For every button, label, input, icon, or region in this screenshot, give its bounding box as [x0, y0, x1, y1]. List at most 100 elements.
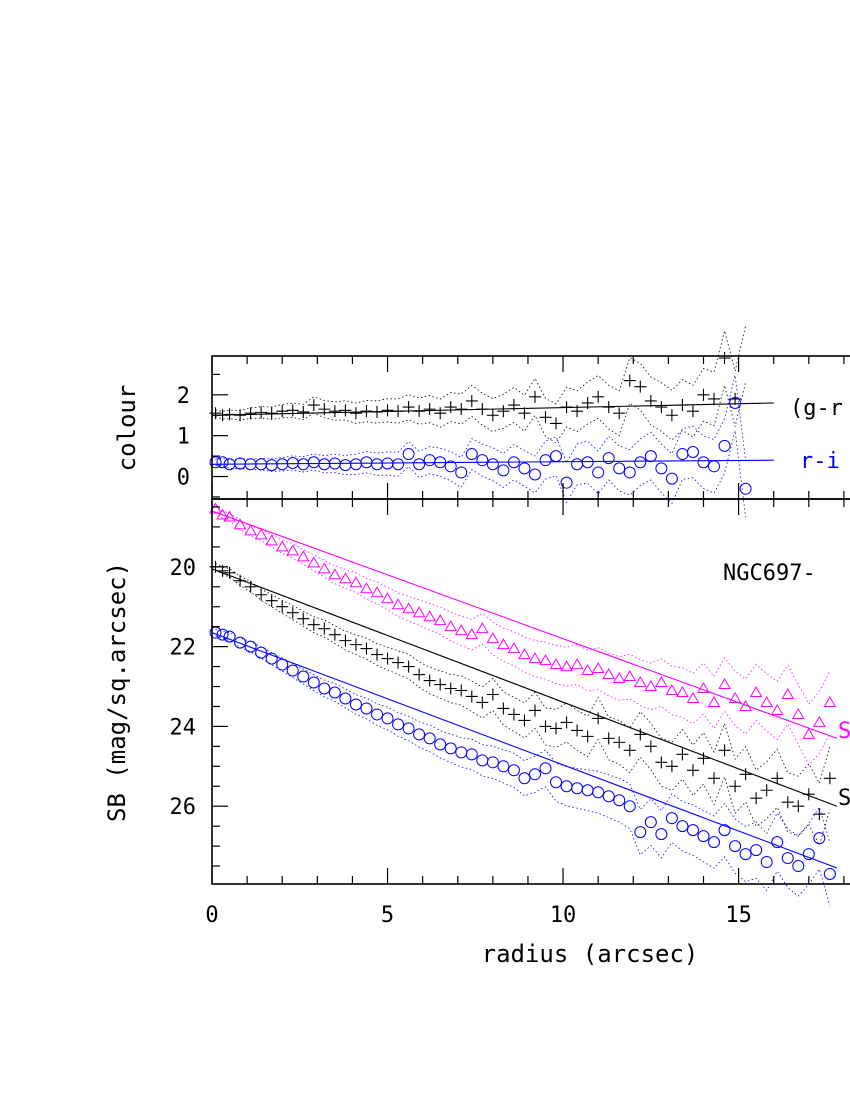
sb-i-point [339, 692, 352, 705]
sb-r-point [444, 682, 457, 695]
sb-i-point [349, 698, 362, 711]
g-r-label: (g-r [790, 396, 843, 421]
sb-g-point [223, 510, 236, 522]
colour-g-r-point [286, 404, 299, 417]
sb-r-point [686, 764, 699, 777]
colour-r-i-point [634, 456, 647, 469]
sb-g-point [381, 592, 394, 604]
sb-i-point [676, 820, 689, 833]
colour-g-r-point [697, 388, 710, 401]
colour-r-i-point [708, 460, 721, 473]
sb-r-point [613, 736, 626, 749]
colour-y-tick-label: 1 [177, 425, 190, 450]
colour-g-r-point [244, 407, 257, 420]
colour-panel-data [209, 325, 774, 518]
sb-i-point [560, 780, 573, 793]
sb-r-point [518, 714, 531, 727]
colour-g-r-point [497, 405, 510, 418]
colour-g-r-point [550, 417, 563, 430]
colour-g-r-point [560, 401, 573, 414]
sb-g-point [812, 715, 826, 727]
colour-g-r-point [686, 405, 699, 418]
sb-g-point [433, 614, 447, 626]
sb-g-point [528, 652, 542, 664]
sb-g-point [749, 685, 763, 697]
colour-r-i-error-lower [215, 375, 747, 464]
sb-r-point [223, 566, 236, 579]
sb-r-point [729, 780, 742, 793]
sb-r-point [244, 580, 257, 593]
colour-r-i-point [497, 464, 510, 477]
sb-r-point [328, 628, 341, 641]
sb-i-point [686, 824, 699, 837]
sb-r-point [676, 748, 689, 761]
sb-g-point [686, 691, 700, 703]
colour-g-r-point [455, 403, 468, 416]
colour-g-r-point [571, 405, 584, 418]
sb-i-point [655, 828, 668, 841]
sb-i-point [465, 748, 478, 761]
axes [211, 355, 850, 885]
sb-g-point [728, 691, 742, 703]
sb-i-point [571, 782, 584, 795]
colour-g-r-point [223, 408, 236, 421]
sb-i-point [244, 640, 257, 653]
colour-r-i-point [360, 456, 373, 469]
sb-i-point [739, 848, 752, 861]
colour-r-i-point [349, 458, 362, 471]
x-tick-label: 10 [550, 903, 577, 928]
colour-r-i-point [209, 456, 222, 469]
sb-r-point [823, 772, 836, 785]
colour-g-r-point [476, 403, 489, 416]
colour-g-r-point [360, 405, 373, 418]
sb-g-point [718, 678, 731, 690]
sb-i-point [307, 676, 320, 689]
sb-g-point [233, 518, 247, 530]
colour-g-r-point [708, 392, 721, 405]
sb-i-point [581, 784, 594, 797]
sb-g-point [486, 632, 500, 644]
sb-r-error-lower [215, 569, 831, 847]
sb-r-point [339, 634, 352, 647]
colour-g-r-point [602, 401, 615, 414]
sb-r-point [307, 618, 320, 631]
colour-g-r-point [623, 374, 636, 387]
sb-r-point [750, 792, 763, 805]
sb-r-point [276, 600, 289, 613]
sb-r-point [644, 740, 657, 753]
sb-g-point [328, 568, 342, 580]
sb-i-point [455, 746, 468, 759]
sb-i-point [223, 630, 236, 643]
sb-g-point [823, 695, 837, 707]
sb-i-point [265, 652, 278, 665]
sb-i-point [760, 856, 773, 869]
galaxy-name-label: NGC697- [723, 561, 816, 586]
sb-r-point [718, 744, 731, 757]
sb-r-point [434, 678, 447, 691]
sb-g-point [254, 528, 268, 540]
sb-i-error-lower [215, 635, 831, 906]
colour-g-r-point [265, 407, 278, 420]
sb-r-point [665, 760, 678, 773]
sb-g-point [286, 544, 300, 556]
sb-r-point [234, 574, 247, 587]
colour-g-r-point [665, 409, 678, 422]
colour-g-r-point [528, 390, 541, 403]
sb-i-point [623, 800, 636, 813]
colour-r-i-point [518, 462, 531, 475]
colour-g-r-point [297, 405, 310, 418]
sb-g-point [612, 672, 626, 684]
colour-g-r-point [676, 399, 689, 412]
colour-g-r-point [581, 396, 594, 409]
colour-g-r-point [465, 394, 478, 407]
colour-r-i-point [297, 458, 310, 471]
sb-i-point [518, 772, 531, 785]
sb-g-point [570, 658, 584, 670]
x-axis-title: radius (arcsec) [482, 940, 699, 968]
colour-r-i-point [339, 459, 352, 472]
colour-r-i-point [392, 458, 405, 471]
sb-i-point [392, 718, 405, 731]
sb-r-point [371, 648, 383, 661]
sb-g-point [560, 660, 573, 672]
